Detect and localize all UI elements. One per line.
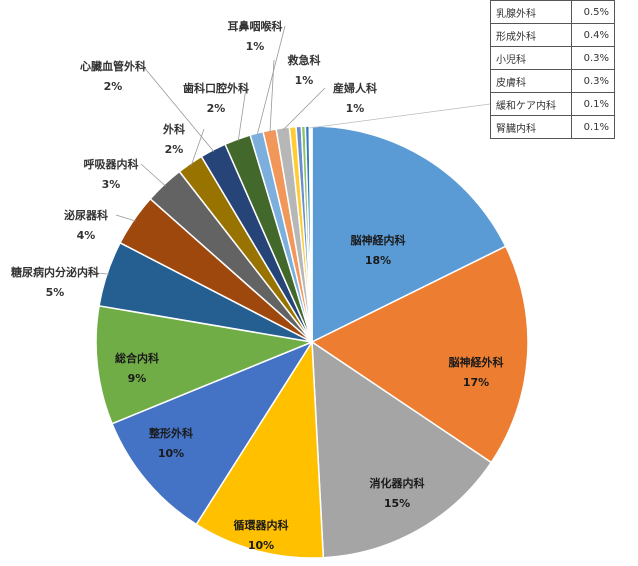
pie-slice	[111, 340, 314, 526]
leader-line	[140, 163, 166, 187]
slice-label: 整形外科	[148, 426, 193, 440]
leader-line	[142, 65, 215, 153]
slice-label: 救急科	[288, 53, 321, 67]
slice-label: 心臓血管外科	[80, 59, 146, 73]
pie-slices	[95, 125, 529, 559]
pie-slice	[311, 125, 507, 344]
table-cell-label: 腎臓内科	[490, 115, 572, 139]
leader-line	[115, 214, 136, 222]
slice-label: 脳神経内科	[351, 233, 406, 247]
pie-slice	[311, 340, 493, 559]
slice-percent-label: 5%	[46, 286, 65, 299]
leader-line	[282, 87, 326, 131]
table-row: 皮膚科 0.3%	[490, 69, 615, 93]
table-cell-label: 皮膚科	[490, 69, 572, 93]
slice-label: 外科	[162, 122, 185, 136]
table-cell-value: 0.4%	[571, 23, 615, 47]
slice-label: 呼吸器内科	[84, 157, 139, 171]
leader-line	[256, 25, 286, 136]
leader-line	[190, 128, 205, 166]
leader-line	[269, 59, 275, 133]
slice-percent-label: 1%	[246, 40, 265, 53]
slice-label: 脳神経外科	[449, 355, 504, 369]
pie-slice	[310, 245, 529, 464]
table-row: 乳腺外科 0.5%	[490, 0, 615, 24]
table-row: 緩和ケア内科 0.1%	[490, 92, 615, 116]
leader-lines	[84, 25, 491, 275]
slice-percent-label: 10%	[248, 539, 274, 552]
slice-percent-label: 9%	[128, 372, 147, 385]
slice-label: 糖尿病内分泌内科	[11, 265, 99, 279]
slice-percent-label: 10%	[158, 447, 184, 460]
slice-label: 消化器内科	[370, 476, 425, 490]
slice-label: 循環器内科	[234, 518, 289, 532]
table-row: 小児科 0.3%	[490, 46, 615, 70]
table-cell-value: 0.5%	[571, 0, 615, 24]
pie-slice	[195, 339, 325, 559]
slice-label: 耳鼻咽喉科	[228, 19, 283, 33]
slice-percent-label: 2%	[104, 80, 123, 93]
slice-percent-label: 1%	[346, 102, 365, 115]
leader-line	[84, 271, 110, 275]
table-cell-value: 0.3%	[571, 46, 615, 70]
slice-percent-label: 2%	[165, 143, 184, 156]
table-cell-label: 緩和ケア内科	[490, 92, 572, 116]
slice-percent-label: 15%	[384, 497, 410, 510]
slice-labels: 脳神経内科 18% 脳神経外科 17% 消化器内科 15% 循環器内科 10% 整形外科 10% 総…	[11, 19, 504, 552]
small-slices-table: 乳腺外科 0.5% 形成外科 0.4% 小児科 0.3% 皮膚科 0.3% 緩和ケア内科 0.1%…	[490, 0, 615, 139]
table-cell-value: 0.1%	[571, 115, 615, 139]
pie-slice	[309, 125, 313, 343]
slice-label: 総合内科	[115, 351, 159, 365]
table-leader-line	[309, 103, 491, 129]
leader-line	[237, 87, 247, 142]
slice-percent-label: 1%	[295, 74, 314, 87]
table-cell-label: 小児科	[490, 46, 572, 70]
table-cell-label: 乳腺外科	[490, 0, 572, 24]
slice-label: 歯科口腔外科	[183, 81, 249, 95]
slice-percent-label: 3%	[102, 178, 121, 191]
slice-label: 産婦人科	[333, 81, 377, 95]
table-row: 形成外科 0.4%	[490, 23, 615, 47]
slice-percent-label: 2%	[207, 102, 226, 115]
slice-percent-label: 18%	[365, 254, 391, 267]
slice-percent-label: 4%	[77, 229, 96, 242]
table-cell-value: 0.3%	[571, 69, 615, 93]
slice-percent-label: 17%	[463, 376, 489, 389]
table-cell-label: 形成外科	[490, 23, 572, 47]
table-cell-value: 0.1%	[571, 92, 615, 116]
slice-label: 泌尿器科	[64, 208, 108, 222]
table-row: 腎臓内科 0.1%	[490, 115, 615, 139]
pie-slice	[95, 304, 315, 425]
